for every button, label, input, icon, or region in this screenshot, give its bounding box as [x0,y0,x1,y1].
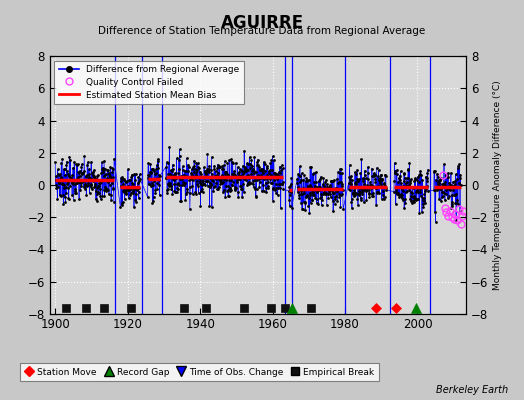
Text: AGUIRRE: AGUIRRE [221,14,303,32]
Y-axis label: Monthly Temperature Anomaly Difference (°C): Monthly Temperature Anomaly Difference (… [493,80,502,290]
Text: Difference of Station Temperature Data from Regional Average: Difference of Station Temperature Data f… [99,26,425,36]
Legend: Station Move, Record Gap, Time of Obs. Change, Empirical Break: Station Move, Record Gap, Time of Obs. C… [20,363,379,382]
Text: Berkeley Earth: Berkeley Earth [436,385,508,395]
Legend: Difference from Regional Average, Quality Control Failed, Estimated Station Mean: Difference from Regional Average, Qualit… [54,60,244,104]
